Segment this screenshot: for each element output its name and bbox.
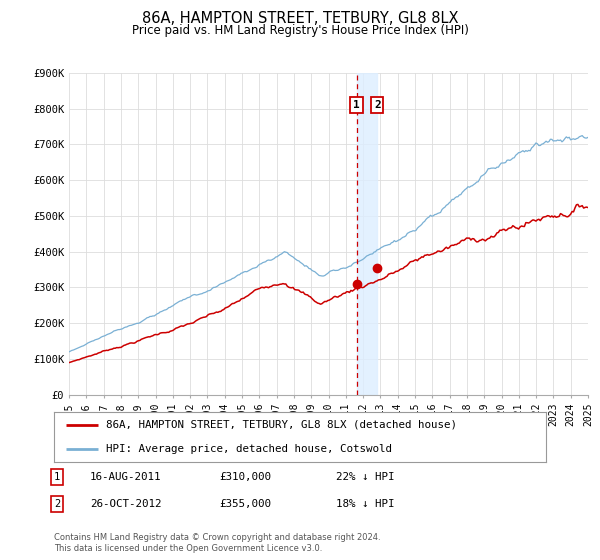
- Text: 26-OCT-2012: 26-OCT-2012: [90, 499, 161, 509]
- Text: 2: 2: [54, 499, 60, 509]
- Text: 1: 1: [353, 100, 360, 110]
- Bar: [356, 73, 377, 395]
- Text: £355,000: £355,000: [219, 499, 271, 509]
- Text: 16-AUG-2011: 16-AUG-2011: [90, 472, 161, 482]
- Text: 1: 1: [54, 472, 60, 482]
- Text: 86A, HAMPTON STREET, TETBURY, GL8 8LX (detached house): 86A, HAMPTON STREET, TETBURY, GL8 8LX (d…: [106, 419, 457, 430]
- Text: 22% ↓ HPI: 22% ↓ HPI: [336, 472, 395, 482]
- Text: Price paid vs. HM Land Registry's House Price Index (HPI): Price paid vs. HM Land Registry's House …: [131, 24, 469, 37]
- Text: 86A, HAMPTON STREET, TETBURY, GL8 8LX: 86A, HAMPTON STREET, TETBURY, GL8 8LX: [142, 11, 458, 26]
- Text: 2: 2: [374, 100, 380, 110]
- Text: 18% ↓ HPI: 18% ↓ HPI: [336, 499, 395, 509]
- Text: HPI: Average price, detached house, Cotswold: HPI: Average price, detached house, Cots…: [106, 444, 392, 454]
- Text: Contains HM Land Registry data © Crown copyright and database right 2024.
This d: Contains HM Land Registry data © Crown c…: [54, 533, 380, 553]
- Text: £310,000: £310,000: [219, 472, 271, 482]
